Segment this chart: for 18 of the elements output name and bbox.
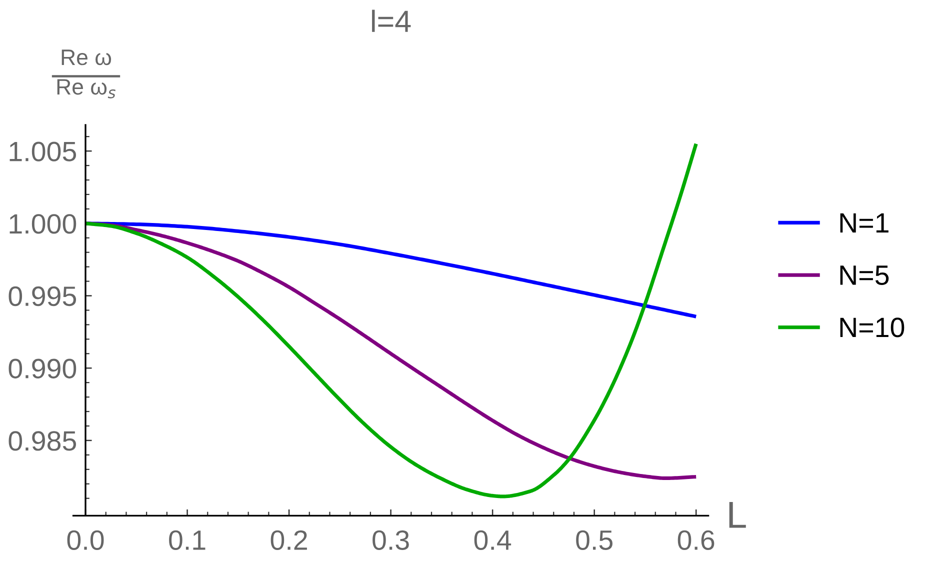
x-tick-label: 0.5 [576,530,612,550]
x-tick-label: 0.6 [678,530,714,550]
y-tick-label: 0.990 [8,358,76,378]
x-tick-label: 0.3 [372,530,409,550]
legend-label: N=10 [840,318,904,338]
x-tick-label: 0.1 [169,530,206,550]
y-tick-label: 1.000 [10,214,76,234]
y-tick-label: 0.995 [8,286,76,306]
y-axis-title: Re ω Re ω$_{s}$ [57,50,116,98]
x-tick-label: 0.2 [270,530,307,550]
chart-title: l=4 [372,10,411,32]
x-tick-label: 0.0 [67,530,104,550]
x-tick-label: 0.4 [474,530,512,550]
legend-label: N=1 [840,213,888,232]
legend-label: N=5 [840,266,889,286]
y-tick-label: 1.005 [10,142,76,162]
x-axis-title: L [729,502,746,528]
y-tick-label: 0.985 [8,431,76,451]
